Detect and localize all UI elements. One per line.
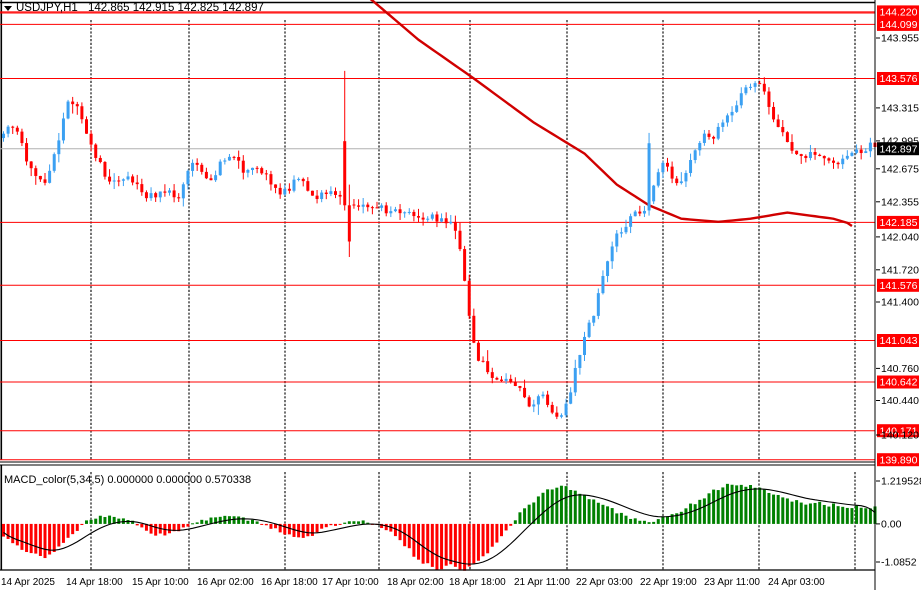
svg-text:144.220: 144.220 <box>880 7 918 19</box>
svg-text:14 Apr 2025: 14 Apr 2025 <box>1 577 55 588</box>
svg-text:140.440: 140.440 <box>881 395 919 407</box>
svg-text:140.120: 140.120 <box>881 430 919 442</box>
svg-text:144.099: 144.099 <box>880 19 918 31</box>
svg-text:17 Apr 10:00: 17 Apr 10:00 <box>322 577 379 588</box>
svg-text:141.576: 141.576 <box>880 280 918 292</box>
svg-text:23 Apr 11:00: 23 Apr 11:00 <box>704 577 760 588</box>
svg-text:143.315: 143.315 <box>881 103 919 115</box>
svg-text:142.355: 142.355 <box>881 197 919 209</box>
svg-text:143.576: 143.576 <box>880 73 918 85</box>
svg-text:MACD_color(5,34,5) 0.000000 0.: MACD_color(5,34,5) 0.000000 0.000000 0.5… <box>4 474 251 486</box>
svg-text:15 Apr 10:00: 15 Apr 10:00 <box>132 577 189 588</box>
svg-text:24 Apr 03:00: 24 Apr 03:00 <box>768 577 825 588</box>
svg-text:141.043: 141.043 <box>880 335 918 347</box>
svg-text:22 Apr 19:00: 22 Apr 19:00 <box>640 577 697 588</box>
svg-text:144.375: 144.375 <box>881 0 919 1</box>
svg-text:141.400: 141.400 <box>881 297 919 309</box>
svg-text:142.897: 142.897 <box>880 143 918 155</box>
svg-text:142.865 142.915 142.825 142.89: 142.865 142.915 142.825 142.897 <box>88 2 264 14</box>
svg-text:142.040: 142.040 <box>881 232 919 244</box>
svg-text:1.219528: 1.219528 <box>881 476 921 488</box>
svg-text:16 Apr 02:00: 16 Apr 02:00 <box>197 577 254 588</box>
svg-text:21 Apr 11:00: 21 Apr 11:00 <box>514 577 570 588</box>
svg-text:18 Apr 18:00: 18 Apr 18:00 <box>449 577 506 588</box>
svg-text:USDJPY,H1: USDJPY,H1 <box>16 2 78 14</box>
svg-text:16 Apr 18:00: 16 Apr 18:00 <box>261 577 318 588</box>
svg-text:14 Apr 18:00: 14 Apr 18:00 <box>66 577 123 588</box>
svg-text:140.760: 140.760 <box>881 363 919 375</box>
svg-text:22 Apr 03:00: 22 Apr 03:00 <box>576 577 633 588</box>
svg-text:0.00: 0.00 <box>881 519 902 531</box>
svg-text:142.185: 142.185 <box>880 217 918 229</box>
svg-text:142.675: 142.675 <box>881 164 919 176</box>
svg-text:141.720: 141.720 <box>881 265 919 277</box>
svg-text:143.955: 143.955 <box>881 33 919 45</box>
svg-text:139.890: 139.890 <box>880 454 918 466</box>
svg-text:18 Apr 02:00: 18 Apr 02:00 <box>387 577 444 588</box>
svg-text:140.642: 140.642 <box>880 377 918 389</box>
svg-text:-1.0852: -1.0852 <box>881 557 917 569</box>
